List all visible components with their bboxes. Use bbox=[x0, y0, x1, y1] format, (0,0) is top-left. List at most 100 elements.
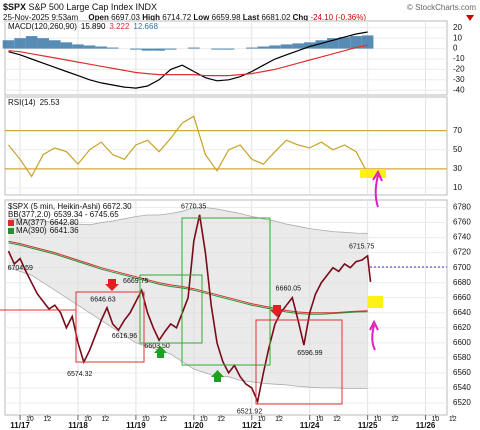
price-annotation: 6715.75 bbox=[349, 244, 374, 251]
price-annotation: 6603.50 bbox=[144, 343, 169, 350]
series-line bbox=[8, 115, 369, 178]
highlight bbox=[360, 169, 386, 178]
legend-value: 6539.34 - 6745.65 bbox=[54, 210, 119, 219]
y-tick-label: 6740 bbox=[453, 233, 471, 242]
x-hour-label: 10 bbox=[316, 416, 324, 423]
legend-swatch bbox=[8, 228, 14, 234]
y-tick-label: 6580 bbox=[453, 353, 471, 362]
symbol: $SPX bbox=[3, 2, 26, 12]
change-label: Chg bbox=[293, 13, 309, 22]
panel-title: $SPX (5 min, Heikin-Ashi) 6672.30 bbox=[8, 202, 132, 211]
y-tick-label: 6560 bbox=[453, 368, 471, 377]
y-tick-label: 6720 bbox=[453, 248, 471, 257]
y-tick-label: 70 bbox=[453, 126, 462, 135]
histogram-bar bbox=[130, 48, 142, 50]
x-date-label: 11/18 bbox=[68, 421, 88, 430]
histogram-bar bbox=[106, 47, 119, 49]
x-hour-label: 10 bbox=[258, 416, 266, 423]
histogram-bar bbox=[153, 48, 165, 51]
x-hour-label: 12 bbox=[391, 416, 399, 423]
band-upper bbox=[8, 207, 368, 234]
price-annotation: 6669.75 bbox=[123, 278, 148, 285]
histogram-bar bbox=[141, 48, 154, 51]
x-hour-label: 10 bbox=[84, 416, 92, 423]
histogram-bar bbox=[14, 38, 26, 49]
header-line: $SPX S&P 500 Large Cap Index INDX bbox=[3, 2, 157, 12]
histogram-bar bbox=[280, 44, 293, 49]
y-tick-label: 6700 bbox=[453, 263, 471, 272]
y-tick-label: 30 bbox=[453, 164, 462, 173]
histogram-bar bbox=[327, 38, 339, 49]
histogram-bar bbox=[245, 47, 258, 49]
series-line bbox=[8, 31, 368, 89]
y-tick-label: 10 bbox=[453, 33, 462, 42]
y-tick-label: -10 bbox=[453, 54, 465, 63]
histogram-bar bbox=[361, 35, 374, 49]
price-annotation: 6660.05 bbox=[276, 286, 301, 293]
magenta-arrow bbox=[369, 319, 379, 351]
histogram-bar bbox=[25, 36, 38, 49]
quote-label: High bbox=[142, 13, 160, 22]
legend-name: MA(377) bbox=[16, 218, 47, 227]
y-tick-label: 6600 bbox=[453, 338, 471, 347]
x-date-label: 11/19 bbox=[126, 421, 146, 430]
legend-value: 25.53 bbox=[40, 98, 61, 107]
legend-value: 12.668 bbox=[133, 22, 158, 31]
histogram-bar bbox=[222, 48, 235, 50]
price-annotation: 6596.99 bbox=[297, 350, 322, 357]
histogram-bar bbox=[2, 40, 15, 49]
quote-value: 6697.03 bbox=[111, 13, 140, 22]
indicator-name: RSI(14) bbox=[8, 98, 36, 107]
legend-entry: MA(377) 6642.80 bbox=[16, 218, 79, 227]
highlight bbox=[368, 296, 383, 308]
down-arrow bbox=[270, 305, 284, 317]
x-hour-label: 10 bbox=[26, 416, 34, 423]
legend-value: 15.890 bbox=[81, 22, 106, 31]
x-hour-label: 10 bbox=[142, 416, 150, 423]
series-line bbox=[8, 242, 368, 315]
histogram-bar bbox=[338, 37, 351, 49]
panel-title: RSI(14) 25.53 bbox=[8, 98, 60, 107]
legend-name: BB(377,2.0) bbox=[8, 210, 51, 219]
histogram-bar bbox=[37, 38, 50, 49]
x-hour-label: 10 bbox=[432, 416, 440, 423]
x-date-label: 11/26 bbox=[416, 421, 436, 430]
x-hour-label: 10 bbox=[200, 416, 208, 423]
histogram-bar bbox=[164, 48, 177, 50]
y-tick-label: -40 bbox=[453, 85, 465, 94]
histogram-bar bbox=[95, 46, 107, 49]
up-arrow bbox=[211, 370, 224, 382]
y-tick-label: 0 bbox=[453, 44, 458, 53]
price-annotation: 6770.35 bbox=[181, 204, 206, 211]
histogram-bar bbox=[292, 43, 304, 49]
drawn-box bbox=[75, 291, 145, 363]
y-tick-label: -20 bbox=[453, 65, 465, 74]
drawn-box bbox=[181, 217, 271, 366]
index-name: S&P 500 Large Cap Index bbox=[29, 2, 134, 12]
quote-label: Low bbox=[193, 13, 210, 22]
y-tick-label: 6660 bbox=[453, 293, 471, 302]
x-hour-label: 10 bbox=[374, 416, 382, 423]
histogram-bar bbox=[83, 45, 96, 49]
price-annotation: 6616.96 bbox=[112, 333, 137, 340]
histogram-bar bbox=[315, 40, 328, 49]
panel-title: MACD(120,260,90) 15.890 3.222 12.668 bbox=[8, 22, 158, 31]
legend-value: 6641.36 bbox=[50, 226, 79, 235]
y-tick-label: 6520 bbox=[453, 398, 471, 407]
drawn-box bbox=[139, 274, 203, 344]
x-hour-label: 12 bbox=[333, 416, 341, 423]
price-annotation: 6704.59 bbox=[8, 265, 33, 272]
series-line bbox=[8, 240, 368, 314]
x-date-label: 11/17 bbox=[10, 421, 30, 430]
histogram-bar bbox=[211, 48, 223, 50]
panel-frame bbox=[4, 20, 448, 96]
change: -24.10 (-0.36%) bbox=[310, 13, 366, 22]
series-line bbox=[8, 44, 368, 77]
price-annotation: 6521.92 bbox=[237, 408, 262, 415]
y-tick-label: 10 bbox=[453, 183, 462, 192]
legend-entry: BB(377,2.0) 6539.34 - 6745.65 bbox=[8, 210, 119, 219]
histogram-bar bbox=[350, 36, 362, 49]
quote-label: Open bbox=[88, 13, 109, 22]
